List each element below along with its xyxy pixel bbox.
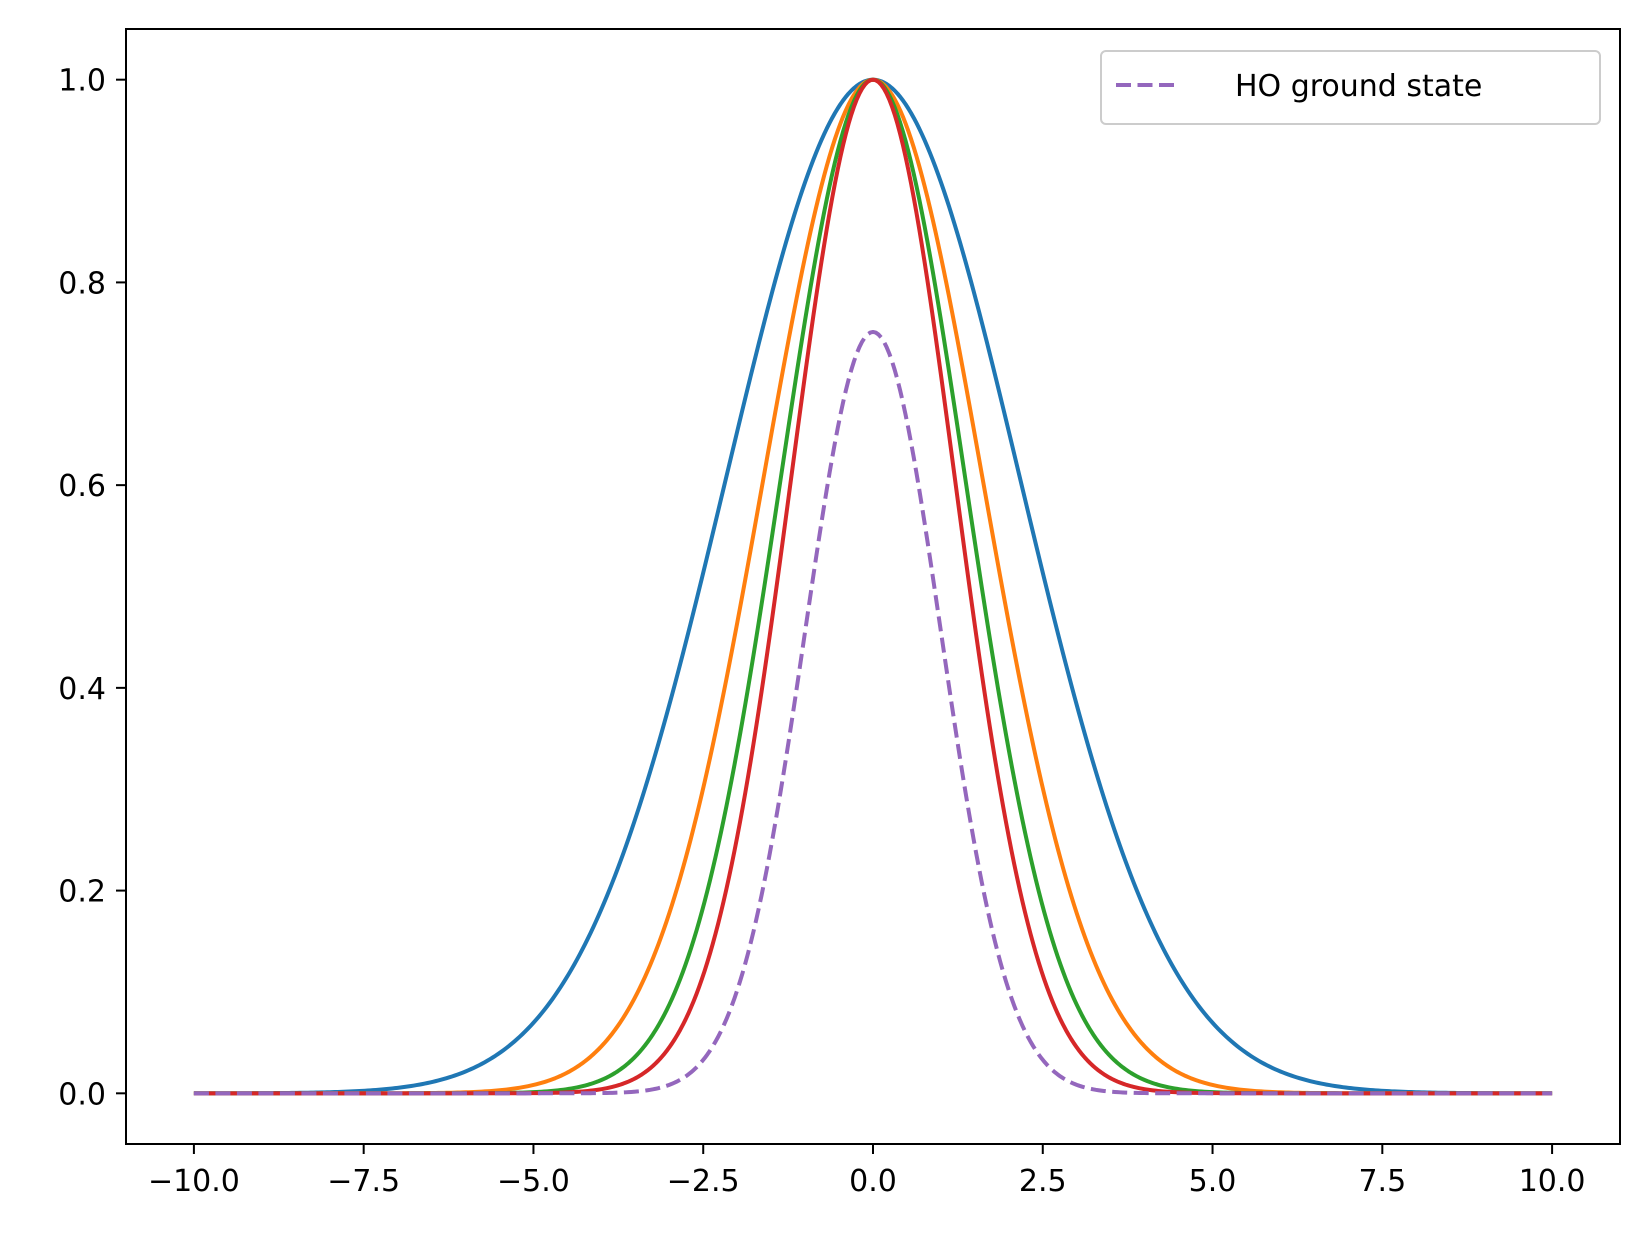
series-layer — [193, 77, 1553, 1096]
series-line-1 — [193, 77, 1553, 1096]
series-line-3 — [193, 77, 1553, 1096]
y-tick-label: 1.0 — [58, 64, 106, 99]
legend: HO ground state — [1100, 50, 1601, 125]
x-tick-label: 2.5 — [1019, 1164, 1067, 1199]
x-tick-label: −7.5 — [327, 1164, 400, 1199]
series-line-4 — [193, 77, 1553, 1096]
y-tick-label: 0.0 — [58, 1077, 106, 1112]
y-tick-label: 0.2 — [58, 875, 106, 910]
x-tick-label: −10.0 — [148, 1164, 240, 1199]
plot-frame — [125, 28, 1621, 1145]
x-tick-label: 10.0 — [1519, 1164, 1586, 1199]
x-tick-label: 0.0 — [849, 1164, 897, 1199]
legend-box — [1100, 50, 1601, 125]
x-tick-label: −2.5 — [667, 1164, 740, 1199]
series-line-5 — [193, 329, 1553, 1096]
x-axis: −10.0 −7.5 −5.0 −2.5 0.0 2.5 5.0 7.5 10.0 — [148, 1144, 1586, 1199]
legend-label-ho-ground-state: HO ground state — [1235, 69, 1482, 104]
y-tick-label: 0.4 — [58, 672, 106, 707]
y-tick-label: 0.6 — [58, 469, 106, 504]
x-tick-label: −5.0 — [497, 1164, 570, 1199]
y-tick-label: 0.8 — [58, 266, 106, 301]
series-line-2 — [193, 77, 1553, 1096]
x-tick-label: 7.5 — [1358, 1164, 1406, 1199]
x-tick-label: 5.0 — [1189, 1164, 1237, 1199]
y-axis: 0.0 0.2 0.4 0.6 0.8 1.0 — [58, 64, 126, 1112]
